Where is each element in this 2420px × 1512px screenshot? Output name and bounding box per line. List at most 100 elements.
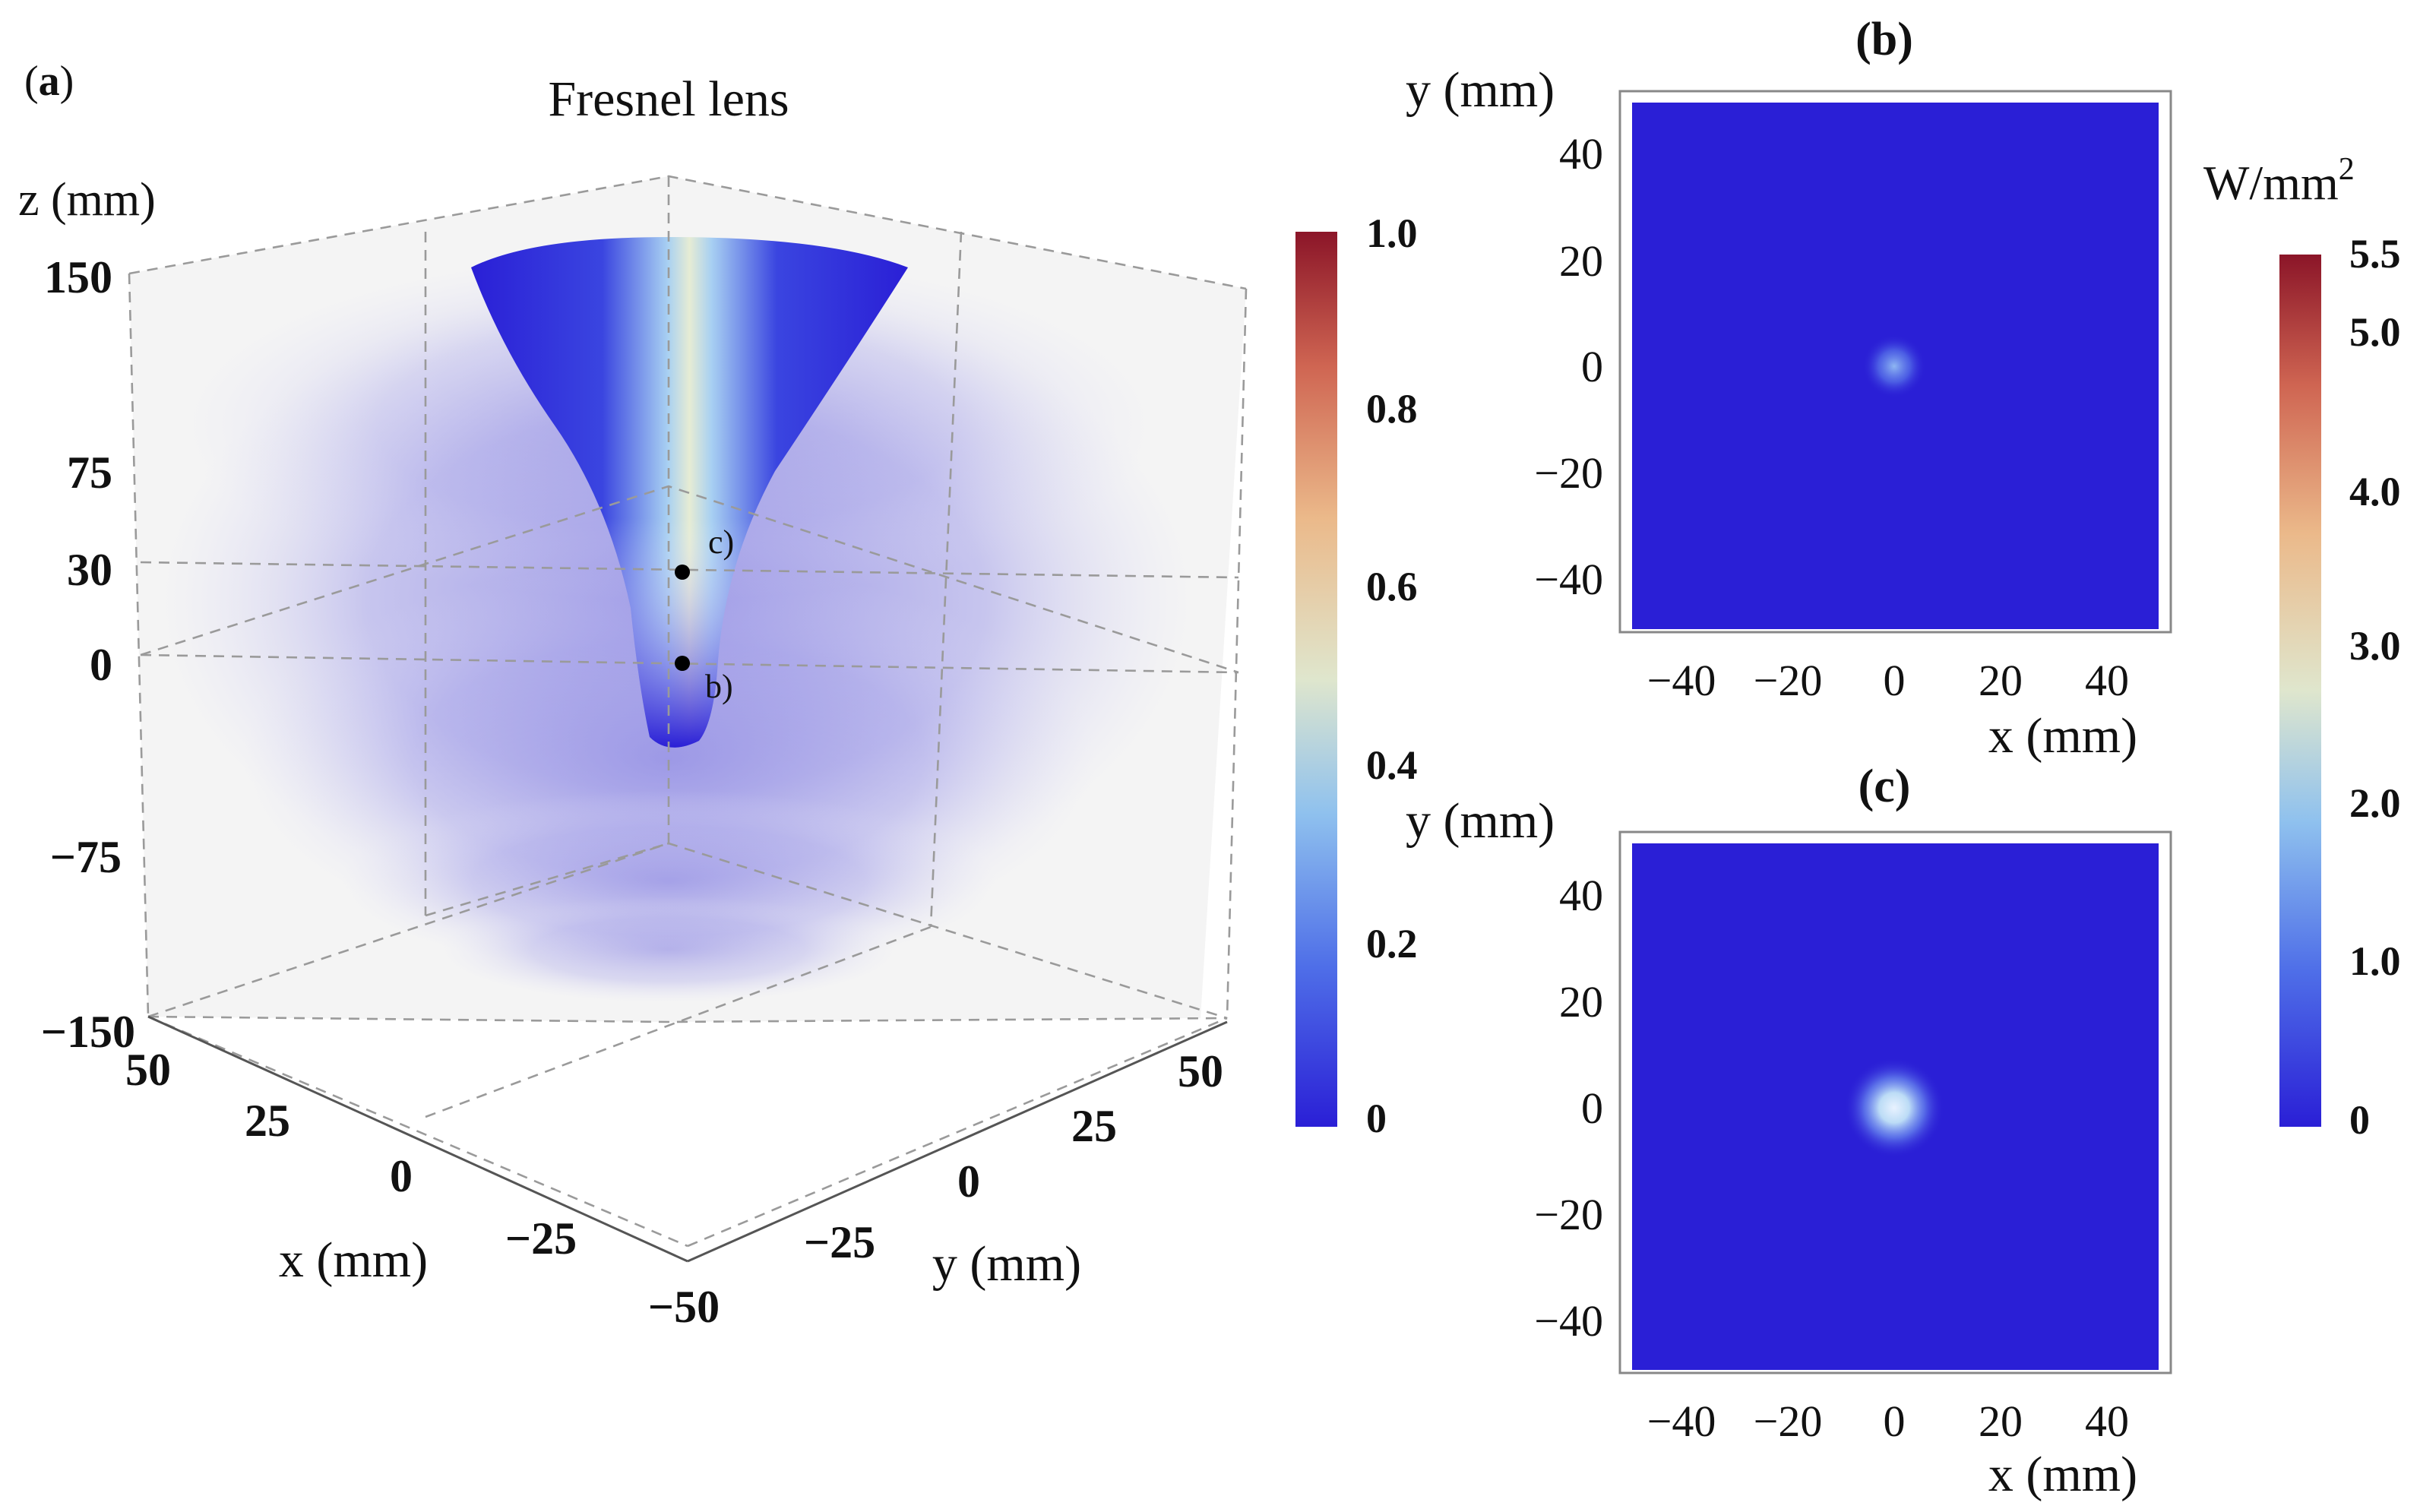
z-tick: 75 <box>67 448 112 498</box>
x-tick: 50 <box>125 1045 171 1095</box>
colorbar-a: 1.0 0.8 0.6 0.4 0.2 0 <box>1295 210 1418 1141</box>
panel-b-frame <box>1618 90 2172 634</box>
colorbar-a-gradient <box>1295 232 1337 1127</box>
panel-b-focal-spot <box>1862 334 1926 398</box>
panel-c-ytick: −40 <box>1534 1296 1603 1346</box>
x-tick: −50 <box>648 1282 720 1332</box>
panel-b-xticks: −40 −20 0 20 40 <box>1647 656 2129 705</box>
panel-b-heatmap: (b) y (mm) 40 20 0 −20 −40 −40 −20 0 20 … <box>1406 14 2172 764</box>
panel-c-yticks: 40 20 0 −20 −40 <box>1534 871 1603 1346</box>
slice-plane-b-back <box>140 485 1239 674</box>
colorbar-unit-exponent: 2 <box>2339 152 2355 187</box>
y-axis-label: y (mm) <box>932 1236 1081 1292</box>
box-frame-dashed <box>128 175 1248 1248</box>
panel-c-ylabel: y (mm) <box>1406 793 1555 849</box>
frame-bottom-left-edge <box>147 1015 688 1248</box>
panel-a-label: (a) <box>24 58 74 105</box>
frame-right-vertical <box>1226 288 1248 1019</box>
panel-c-ytick: 0 <box>1581 1083 1603 1133</box>
panel-b-ytick: −20 <box>1534 448 1603 498</box>
colorbar-a-tick: 0.4 <box>1366 742 1418 788</box>
colorbar-a-tick: 0 <box>1366 1096 1387 1141</box>
panel-c-label: (c) <box>1858 761 1911 812</box>
frame-floor-front <box>147 1015 1228 1023</box>
y-axis-line <box>687 1020 1228 1263</box>
marker-c-label: c) <box>708 524 734 561</box>
panel-c-xtick: 40 <box>2085 1397 2129 1446</box>
shared-colorbar-tick: 0 <box>2349 1097 2370 1143</box>
z-axis-ticks: 150 75 30 0 −75 −150 <box>41 252 135 1057</box>
y-tick: 0 <box>957 1156 980 1207</box>
x-tick: −25 <box>505 1213 577 1264</box>
panel-b-xtick: 40 <box>2085 656 2129 705</box>
y-tick: 50 <box>1178 1046 1223 1096</box>
y-tick: −25 <box>804 1217 875 1267</box>
panel-c-xtick: 0 <box>1884 1397 1906 1446</box>
x-axis-ticks: 50 25 0 −25 −50 <box>125 1045 720 1332</box>
marker-c-point <box>675 565 690 580</box>
focal-cone <box>471 237 908 748</box>
panel-a-3d-volume: (a) Fresnel lens z (mm) <box>18 58 1418 1332</box>
panel-b-xtick: 0 <box>1884 656 1906 705</box>
shared-colorbar-tick: 1.0 <box>2349 938 2401 984</box>
x-tick: 25 <box>245 1096 290 1146</box>
colorbar-a-ticks: 1.0 0.8 0.6 0.4 0.2 0 <box>1366 210 1418 1141</box>
colorbar-a-tick: 1.0 <box>1366 210 1418 256</box>
panel-c-focal-spot <box>1844 1058 1944 1158</box>
z-tick: −150 <box>41 1007 135 1057</box>
panel-c-ytick: −20 <box>1534 1190 1603 1239</box>
frame-bottom-right-edge <box>687 1017 1228 1248</box>
colorbar-a-tick: 0.6 <box>1366 564 1418 609</box>
panel-b-label: (b) <box>1855 14 1913 65</box>
frame-floor-back <box>147 842 1228 1020</box>
frame-floor-diag <box>425 842 669 917</box>
shared-colorbar-tick: 2.0 <box>2349 780 2401 826</box>
shared-colorbar-tick: 3.0 <box>2349 623 2401 669</box>
shared-colorbar-ticks: 5.5 5.0 4.0 3.0 2.0 1.0 0 <box>2349 231 2401 1143</box>
panel-b-xlabel: x (mm) <box>1988 708 2137 764</box>
x-tick: 0 <box>390 1151 413 1201</box>
shared-colorbar-tick: 5.5 <box>2349 231 2401 277</box>
panel-b-xtick: −40 <box>1647 656 1716 705</box>
z-tick: 30 <box>67 545 112 595</box>
panel-c-xlabel: x (mm) <box>1988 1447 2137 1502</box>
shared-colorbar-tick: 4.0 <box>2349 469 2401 514</box>
frame-inner-vertical-right <box>929 231 963 928</box>
axes-solid <box>147 1015 1228 1263</box>
panel-c-heatmap: (c) y (mm) 40 20 0 −20 −40 −40 −20 0 20 … <box>1406 761 2172 1502</box>
panel-c-frame <box>1618 830 2172 1374</box>
panel-c-xtick: −20 <box>1754 1397 1823 1446</box>
z-tick: −75 <box>50 832 122 882</box>
z-axis-label: z (mm) <box>18 174 156 226</box>
x-axis-line <box>147 1015 688 1263</box>
x-axis-label: x (mm) <box>279 1232 428 1288</box>
panel-b-ytick: −40 <box>1534 555 1603 604</box>
colorbar-a-tick: 0.2 <box>1366 921 1418 966</box>
panel-c-xtick: 20 <box>1979 1397 2023 1446</box>
panel-c-ytick: 40 <box>1559 871 1603 920</box>
panel-b-ytick: 20 <box>1559 236 1603 286</box>
panel-b-ylabel: y (mm) <box>1406 62 1555 118</box>
colorbar-a-tick: 0.8 <box>1366 386 1418 432</box>
colorbar-unit: W/mm2 <box>2203 152 2355 210</box>
panel-b-ytick: 40 <box>1559 129 1603 179</box>
colorbar-unit-base: W/mm <box>2203 156 2339 210</box>
shared-colorbar-gradient <box>2279 255 2321 1127</box>
marker-b-label: b) <box>705 668 733 705</box>
z-tick: 0 <box>90 640 112 690</box>
panel-c-ytick: 20 <box>1559 977 1603 1026</box>
shared-colorbar: W/mm2 5.5 5.0 4.0 3.0 2.0 1.0 0 <box>2203 152 2401 1143</box>
panel-b-xtick: 20 <box>1979 656 2023 705</box>
panel-b-yticks: 40 20 0 −20 −40 <box>1534 129 1603 604</box>
y-axis-ticks: −25 0 25 50 <box>804 1046 1223 1267</box>
panel-a-title: Fresnel lens <box>548 71 789 127</box>
marker-b-point <box>675 656 690 671</box>
slice-markers: c) b) <box>675 524 734 705</box>
shared-colorbar-tick: 5.0 <box>2349 309 2401 355</box>
y-tick: 25 <box>1071 1101 1117 1151</box>
z-tick: 150 <box>44 252 112 302</box>
panel-c-xticks: −40 −20 0 20 40 <box>1647 1397 2129 1446</box>
panel-b-xtick: −20 <box>1754 656 1823 705</box>
panel-a-letter: a <box>39 58 60 105</box>
